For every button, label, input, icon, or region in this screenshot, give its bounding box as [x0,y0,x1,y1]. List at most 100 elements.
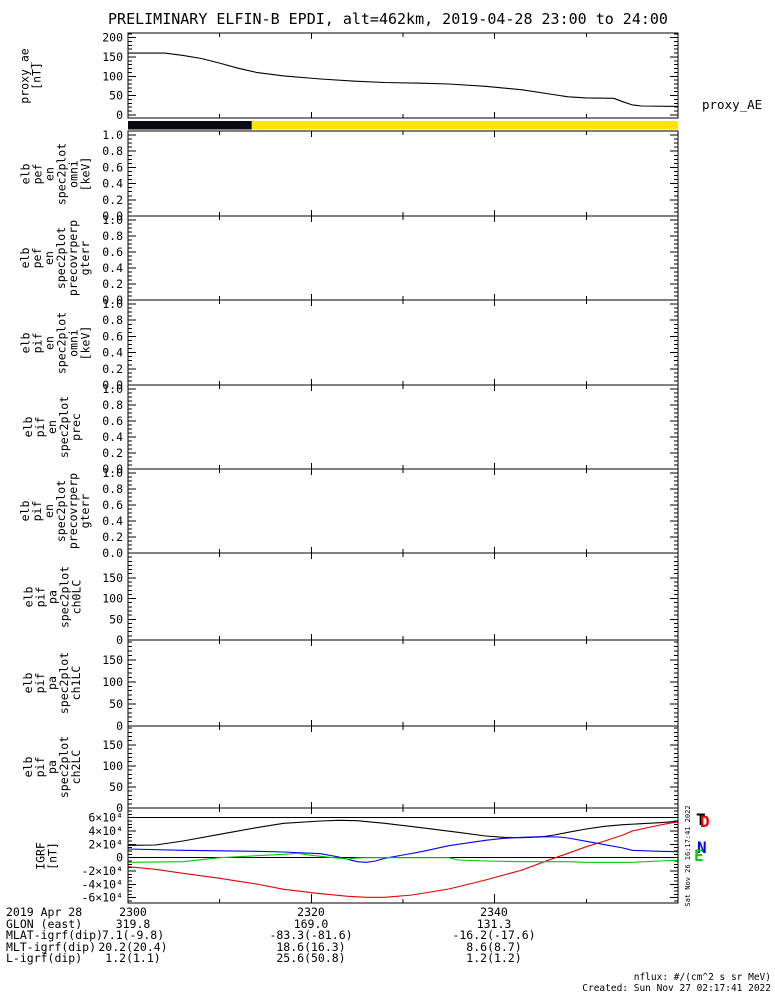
tick-label: 0.8 [102,398,123,412]
tick-label: 0.6 [102,160,123,174]
tick-label: 0.2 [102,446,123,460]
panel-border [127,32,679,119]
panel-elb-pif-en-omni: 0.0 0.2 0.4 0.6 0.8 1.0 [102,297,679,392]
series-proxy_AE-line [128,52,679,107]
annotation-row-label-3: MLT-igrf(dip) [6,939,97,954]
tick-label: 0.6 [102,414,123,428]
panel-elb-pef-en-omni: 0.0 0.2 0.4 0.6 0.8 1.0 [102,128,679,223]
igrf-legend-E: E [694,846,704,865]
tick-label: 1.0 [102,213,123,227]
annotation-value: 18.6(16.3) [276,939,346,954]
panel-border [127,552,679,641]
panel-elb-pif-en-precovrperp-gterr: 0.0 0.2 0.4 0.6 0.8 1.0 [102,466,679,560]
panel-border [127,725,679,809]
tick-label: 1.0 [102,128,123,142]
annotation-value: 1.2(1.2) [466,951,522,966]
footer-nflux-units: nflux: #/(cm^2 s sr MeV) [633,972,771,983]
tick-label: 0.4 [102,261,123,275]
plot-title: PRELIMINARY ELFIN-B EPDI, alt=462km, 201… [108,10,668,28]
annotation-value: 25.6(50.8) [276,951,346,966]
tick-label: 0.8 [102,229,123,243]
ylabel-elb-pif-pa-ch1LC: elb pif pa spec2plot ch1LC [21,651,83,715]
panel-border [127,299,679,386]
annotation-value: 8.6(8.7) [466,939,522,954]
ylabel-elb-pef-en-precovrperp-gterr: elb pef en spec2plot precovrperp gterr [18,219,92,297]
tick-label: 0.8 [102,144,123,158]
annotation-value: 169.0 [293,916,329,931]
tick-label: 50 [109,89,123,103]
ylabel-igrf: IGRF [nT] [33,841,59,870]
series-D-line [127,821,679,898]
tick-label: 6×10⁴ [88,811,123,825]
tick-label: 100 [102,592,123,606]
plot-footer: nflux: #/(cm^2 s sr MeV) Created: Sun No… [582,972,771,994]
tick-label: 0.6 [102,498,123,512]
igrf-legend-D: D [700,812,710,831]
tick-label: 0.2 [102,530,123,544]
panel-elb-pif-pa-ch2LC: 0 50 100 150 [102,725,679,815]
annotation-value: 1.2(1.1) [105,951,161,966]
ylabel-elb-pif-pa-ch0LC: elb pif pa spec2plot ch0LC [21,565,83,628]
annotation-value: 20.2(20.4) [98,939,168,954]
tick-label: 0.2 [102,193,123,207]
tick-label: 0.8 [102,313,123,327]
panel-border [127,468,679,554]
annotation-row-label-4: L-igrf(dip) [6,951,83,966]
tick-label: 0 [116,633,123,647]
ylabel-elb-pif-en-precovrperp-gterr: elb pif en spec2plot precovrperp gterr [18,472,92,550]
annotation-value: 319.8 [115,916,151,931]
annotation-value: -16.2(-17.6) [452,928,536,943]
annotation-value: -83.3(-81.6) [269,928,353,943]
tick-label: 0.0 [102,462,123,476]
tick-label: 100 [102,675,123,689]
tick-label: 200 [102,31,123,45]
ylabel-elb-pif-pa-ch2LC: elb pif pa spec2plot ch2LC [21,735,83,799]
tick-label: 0.4 [102,346,123,360]
panel-elb-pif-pa-ch0LC: 0 50 100 150 [102,552,679,647]
x-axis-tick-label: 2340 [480,905,508,919]
tick-label: 50 [109,612,123,626]
tick-label: 150 [102,50,123,64]
panel-border [127,130,679,217]
tick-label: 1.0 [102,297,123,311]
ylabel-elb-pif-en-omni: elb pif en spec2plot omni [keV] [18,311,92,374]
tick-label: 100 [102,69,123,83]
series-E-line [127,852,679,863]
x-axis-tick-label: 2300 [119,905,147,919]
panel-elb-pif-pa-ch1LC: 0 50 100 150 [102,639,679,733]
tick-label: 0.0 [102,378,123,392]
tick-label: 50 [109,780,123,794]
tick-label: 1.0 [102,466,123,480]
tick-label: 0.0 [102,546,123,560]
annotation-row-label-0: 2019 Apr 28 [6,905,83,919]
tick-label: 0 [116,108,123,122]
tick-label: 0.0 [102,209,123,223]
tick-label: 0 [116,851,123,865]
panel-elb-pif-en-prec: 0.0 0.2 0.4 0.6 0.8 1.0 [102,382,679,476]
panel-border [127,215,679,301]
tick-label: 1.0 [102,382,123,396]
tick-label: -6×10⁴ [81,891,123,905]
tick-label: 0.2 [102,277,123,291]
panel-border [127,384,679,470]
ylabel-elb-pef-en-omni: elb pef en spec2plot omni [keV] [18,142,92,205]
igrf-legend-N: N [697,838,707,857]
tick-label: 0.0 [102,293,123,307]
tick-label: 0.6 [102,245,123,259]
tick-label: 0.8 [102,482,123,496]
creation-watermark-vertical: Sat Nov 26 16:17:41 2022 [684,805,692,907]
x-axis-tick-label: 2320 [297,905,325,919]
tick-label: 0.6 [102,329,123,343]
tick-label: -2×10⁴ [81,864,123,878]
footer-created-timestamp: Created: Sun Nov 27 02:17:41 2022 [582,983,771,994]
tick-label: 100 [102,759,123,773]
tick-label: 0.4 [102,430,123,444]
annotation-value: 131.3 [476,916,512,931]
tick-label: 150 [102,571,123,585]
panel-proxy-ae: 0 50 100 150 200 [102,31,679,122]
panel-elb-pef-en-precovrperp-gterr: 0.0 0.2 0.4 0.6 0.8 1.0 [102,213,679,307]
tick-label: -4×10⁴ [81,877,123,891]
tick-label: 0.2 [102,362,123,376]
